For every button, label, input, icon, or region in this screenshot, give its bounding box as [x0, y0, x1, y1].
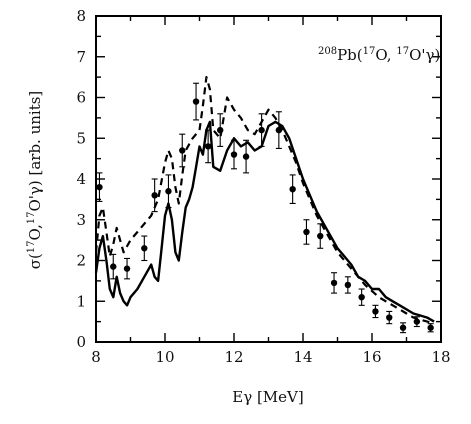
y-tick-label: 5 [76, 129, 86, 147]
annotation-mass-eject: 17 [396, 46, 409, 57]
data-point [358, 293, 365, 301]
annotation-mass-target: 208 [318, 46, 337, 57]
annotation-element-target: Pb [337, 46, 357, 64]
y-title-suffix: O'γ) [arb. units] [26, 91, 44, 212]
data-point [165, 188, 172, 195]
y-tick-label: 8 [76, 7, 86, 25]
data-point [344, 281, 352, 289]
dashed-curve [94, 76, 435, 325]
annotation-element-eject: O'γ [409, 46, 434, 64]
data-point [217, 126, 224, 134]
data-point [151, 192, 158, 199]
x-tick-label: 8 [91, 348, 101, 366]
data-point [230, 151, 238, 158]
y-tick-label: 6 [76, 89, 86, 107]
y-title-mid: O, [26, 224, 44, 240]
y-tick-label: 1 [76, 292, 86, 310]
annotation-element-proj: O, [375, 46, 396, 64]
y-tick-label: 2 [76, 252, 86, 270]
y-title-mass2: 17 [26, 212, 37, 225]
x-axis-title: Eγ [MeV] [232, 388, 303, 406]
data-point [427, 324, 434, 331]
data-point [141, 245, 148, 252]
data-point [413, 318, 421, 325]
y-tick-label: 4 [76, 170, 86, 188]
reaction-annotation: 208Pb(17O, 17O'γ) [318, 46, 440, 64]
data-point [123, 265, 131, 272]
data-point [192, 98, 200, 105]
y-tick-label: 7 [76, 48, 86, 66]
solid-curve [94, 120, 435, 323]
data-point [372, 308, 379, 315]
data-point [275, 126, 283, 134]
x-axis-title-text: Eγ [MeV] [232, 388, 303, 406]
data-point [303, 228, 310, 236]
y-axis: 0 1 2 3 4 5 6 7 8 [76, 7, 441, 351]
data-point [289, 185, 296, 193]
data-point [399, 324, 407, 331]
y-axis-title: σ(17O,17O'γ) [arb. units] [26, 91, 44, 270]
data-point [96, 183, 103, 191]
y-tick-label: 0 [76, 333, 86, 351]
x-tick-label: 16 [362, 348, 381, 366]
curves-layer [94, 76, 435, 325]
annotation-open: ( [357, 46, 363, 64]
x-axis: 8 10 12 14 16 18 [91, 16, 451, 366]
data-point [204, 143, 212, 150]
y-tick-label: 3 [76, 211, 86, 229]
y-title-prefix: σ( [26, 253, 44, 269]
data-point [179, 147, 186, 154]
plot-frame [95, 15, 442, 343]
data-point [242, 153, 250, 160]
x-tick-label: 10 [155, 348, 174, 366]
data-point [258, 126, 265, 134]
annotation-mass-proj: 17 [363, 46, 376, 57]
annotation-close: ) [434, 46, 440, 64]
data-point [317, 232, 324, 240]
x-tick-label: 12 [224, 348, 243, 366]
data-point [330, 279, 338, 287]
y-title-mass1: 17 [26, 240, 37, 253]
data-points-layer [96, 82, 434, 334]
data-point [386, 314, 393, 321]
x-tick-label: 14 [293, 348, 312, 366]
x-tick-label: 18 [431, 348, 450, 366]
data-point [110, 263, 117, 270]
